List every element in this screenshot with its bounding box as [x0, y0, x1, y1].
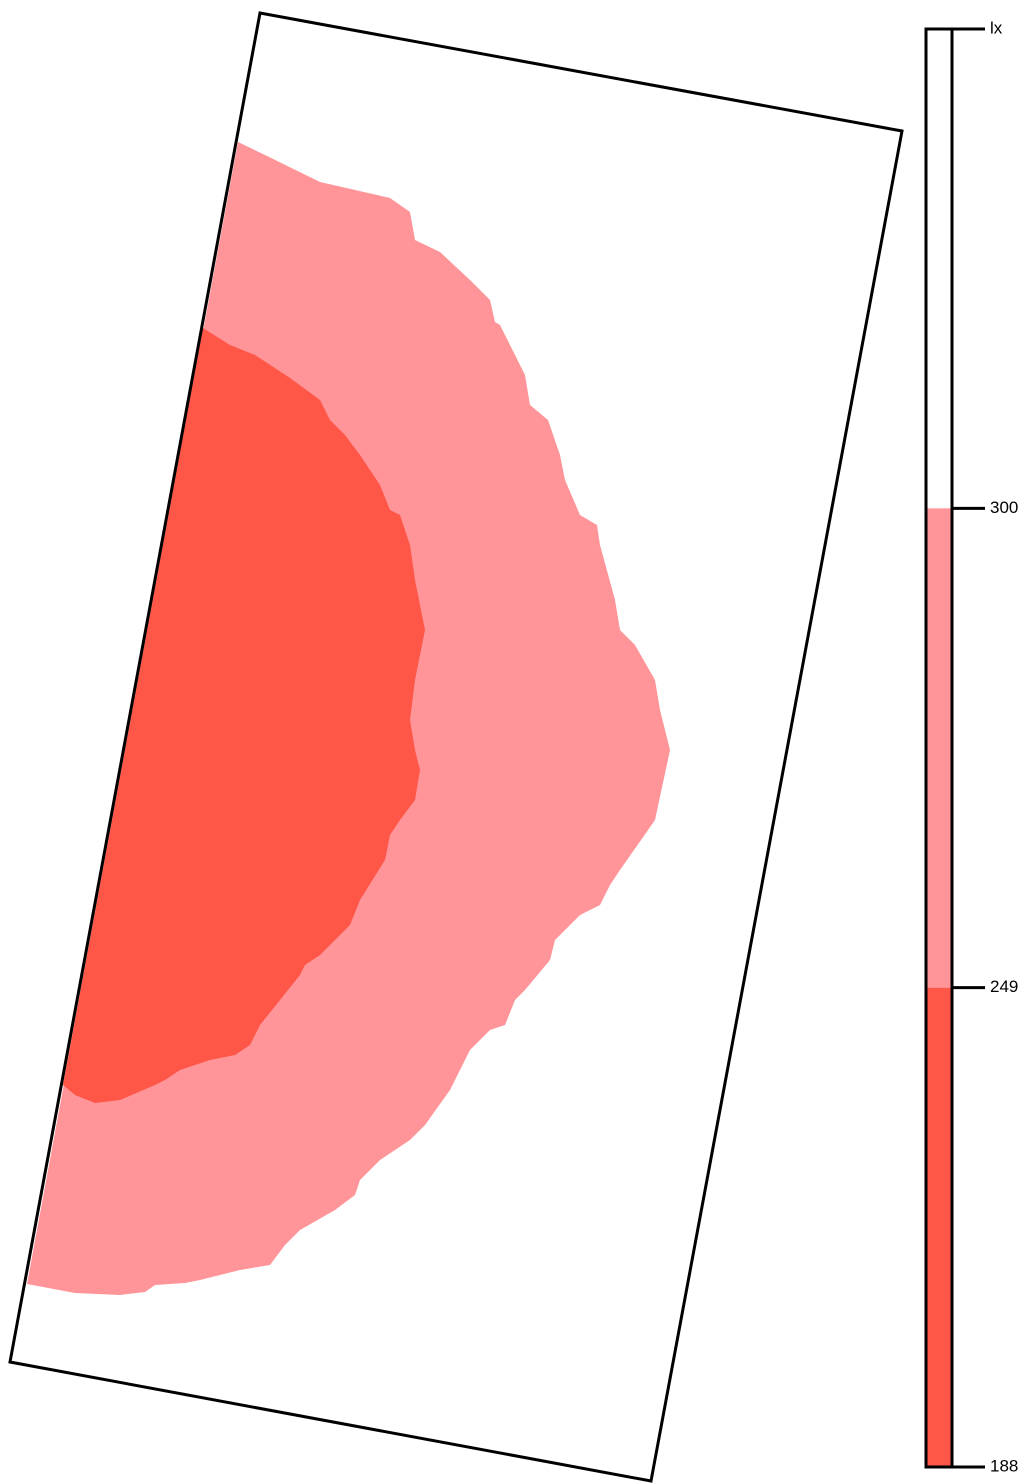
legend-unit: lx	[990, 18, 1003, 37]
legend-label: 249	[990, 977, 1018, 996]
legend: lx 300 249 188	[924, 18, 1018, 1475]
zone-188	[63, 328, 425, 1103]
legend-band	[926, 987, 952, 1467]
legend-band	[926, 508, 952, 988]
legend-label: 188	[990, 1456, 1018, 1475]
calculation-area	[8, 11, 904, 1483]
legend-label: 300	[990, 498, 1018, 517]
legend-band	[926, 29, 952, 509]
